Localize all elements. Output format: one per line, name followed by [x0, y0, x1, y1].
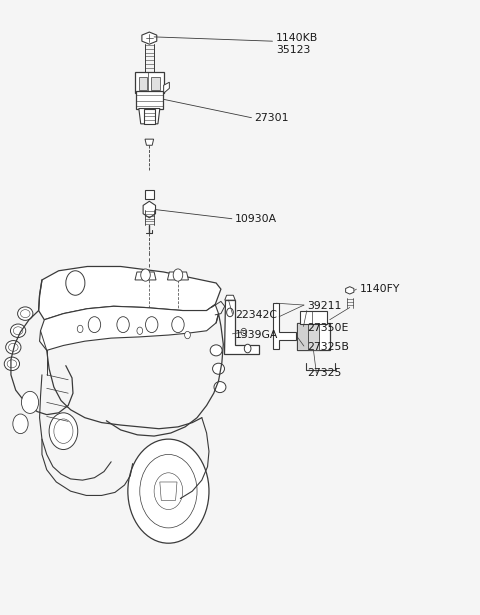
Circle shape — [54, 419, 73, 443]
Ellipse shape — [7, 360, 17, 368]
Polygon shape — [143, 201, 156, 218]
Polygon shape — [168, 272, 189, 280]
Bar — [151, 77, 160, 90]
Circle shape — [128, 439, 209, 543]
Circle shape — [145, 317, 158, 333]
Polygon shape — [164, 82, 169, 93]
Text: 27301: 27301 — [254, 113, 289, 123]
Circle shape — [185, 331, 191, 339]
Text: 10930A: 10930A — [235, 214, 277, 224]
Circle shape — [141, 269, 150, 281]
Bar — [136, 92, 163, 108]
Text: 27325: 27325 — [307, 368, 341, 378]
Polygon shape — [142, 32, 157, 44]
Ellipse shape — [21, 309, 30, 317]
Text: 39211: 39211 — [307, 301, 341, 311]
Ellipse shape — [11, 324, 26, 338]
Polygon shape — [274, 303, 296, 349]
Bar — [297, 323, 330, 351]
Circle shape — [77, 325, 83, 333]
Polygon shape — [139, 108, 160, 124]
Text: 27325B: 27325B — [307, 343, 348, 352]
Ellipse shape — [213, 363, 225, 375]
Circle shape — [117, 317, 129, 333]
Bar — [308, 323, 319, 351]
Ellipse shape — [9, 343, 18, 351]
Circle shape — [241, 328, 247, 336]
Bar — [144, 108, 155, 124]
Polygon shape — [38, 266, 221, 320]
Polygon shape — [225, 295, 235, 300]
Bar — [297, 323, 308, 351]
Ellipse shape — [4, 357, 20, 371]
Ellipse shape — [210, 345, 222, 356]
Text: 27350E: 27350E — [307, 323, 348, 333]
Polygon shape — [39, 304, 218, 351]
Ellipse shape — [6, 341, 21, 354]
Circle shape — [154, 473, 183, 510]
Circle shape — [244, 344, 251, 353]
Text: 1339GA: 1339GA — [235, 330, 278, 340]
Circle shape — [66, 271, 85, 295]
Bar — [135, 72, 164, 93]
Circle shape — [227, 308, 233, 317]
Circle shape — [22, 391, 38, 413]
Ellipse shape — [13, 327, 23, 335]
Circle shape — [88, 317, 101, 333]
Circle shape — [13, 414, 28, 434]
Polygon shape — [160, 482, 177, 501]
Circle shape — [173, 269, 183, 281]
Polygon shape — [346, 287, 354, 294]
Bar — [144, 190, 154, 199]
Bar — [139, 77, 147, 90]
Polygon shape — [224, 300, 259, 354]
Circle shape — [140, 454, 197, 528]
Text: 1140KB
35123: 1140KB 35123 — [276, 33, 318, 55]
Polygon shape — [135, 272, 156, 280]
Bar — [300, 311, 327, 324]
Text: 1140FY: 1140FY — [360, 284, 400, 294]
Circle shape — [49, 413, 78, 450]
Circle shape — [172, 317, 184, 333]
Polygon shape — [145, 139, 154, 145]
Text: 22342C: 22342C — [235, 311, 277, 320]
Ellipse shape — [214, 381, 226, 392]
Ellipse shape — [18, 307, 33, 320]
Circle shape — [137, 327, 143, 335]
